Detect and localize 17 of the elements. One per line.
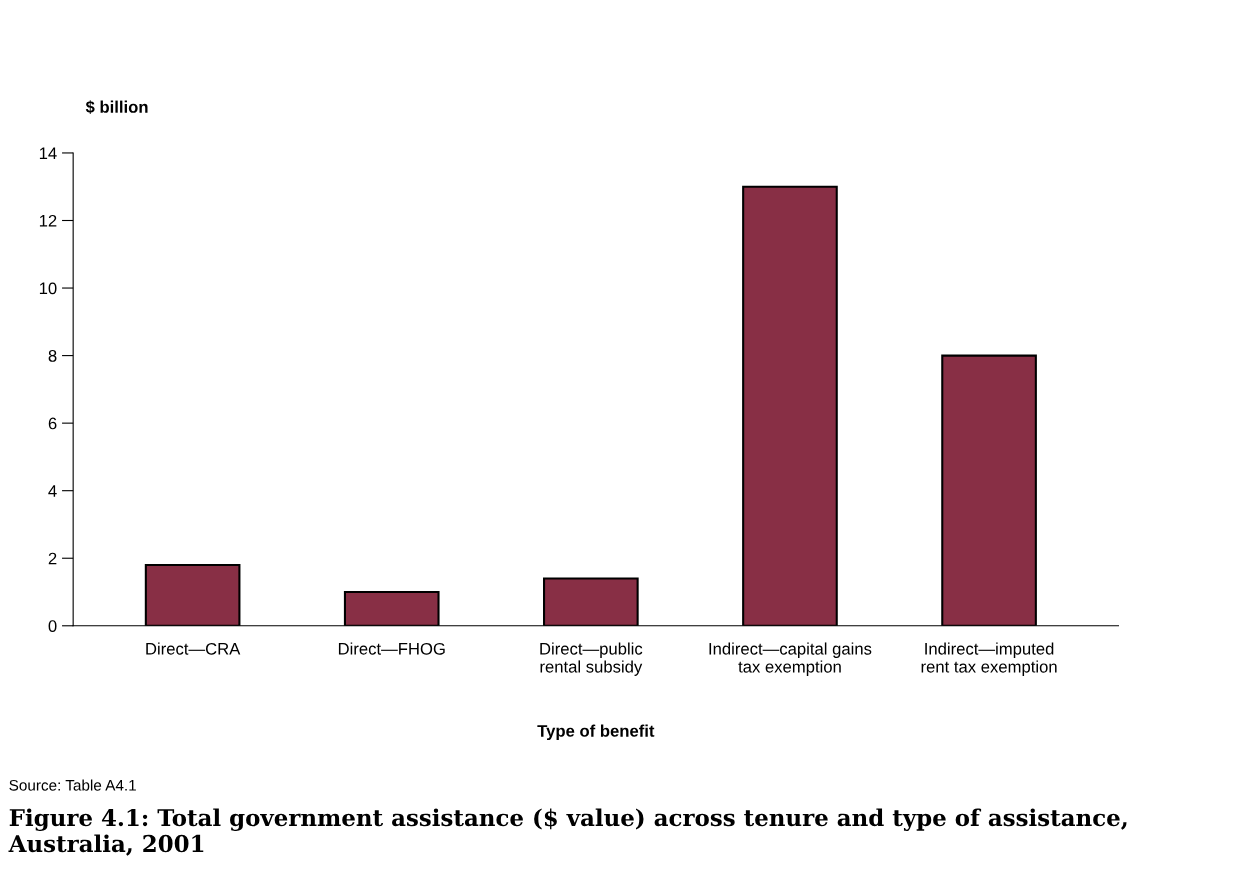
text: Figure 4.1: Total government assistance ($ value) across tenure and type of assistance, Australia, 2001 bbox=[8, 808, 1127, 856]
y-tick-label: 8 bbox=[48, 349, 57, 362]
x-axis-title: Type of benefit bbox=[537, 724, 655, 741]
y-tick-label: 6 bbox=[48, 417, 57, 430]
x-tick-label: Direct—public rental subsidy bbox=[540, 642, 643, 676]
y-tick-label: 2 bbox=[48, 552, 57, 565]
x-tick-label: Indirect—capital gains tax exemption bbox=[709, 642, 872, 676]
x-tick-label: Indirect—imputed rent tax exemption bbox=[921, 642, 1057, 676]
source-note: Source: Table A4.1 bbox=[9, 779, 136, 791]
y-tick-label: 10 bbox=[39, 282, 57, 295]
y-tick-label: 14 bbox=[39, 147, 57, 159]
y-tick-label: 12 bbox=[39, 214, 57, 227]
y-tick-label: 4 bbox=[48, 485, 57, 497]
y-tick-label: 0 bbox=[48, 620, 57, 632]
y-axis-title: $ billion bbox=[85, 100, 148, 114]
x-tick-label: Direct—CRA bbox=[146, 642, 241, 655]
x-tick-label: Direct—FHOG bbox=[338, 642, 445, 655]
